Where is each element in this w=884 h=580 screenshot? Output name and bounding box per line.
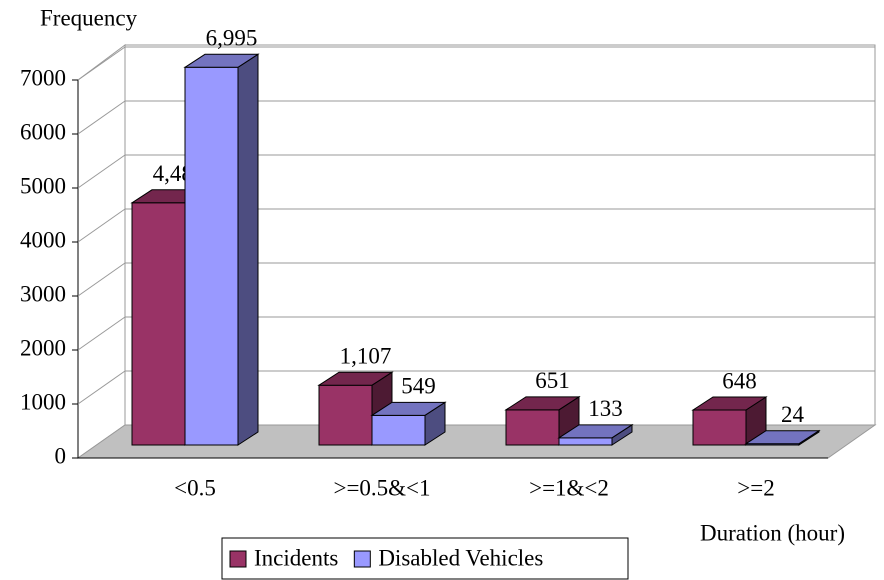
grid-line — [77, 154, 126, 189]
y-tick-label: 4000 — [20, 227, 66, 252]
legend-swatch — [353, 550, 371, 568]
y-axis-title: Frequency — [40, 5, 138, 30]
x-axis-title: Duration (hour) — [700, 520, 845, 545]
y-tick-label: 7000 — [20, 65, 66, 90]
x-tick-label: >=1&<2 — [529, 475, 609, 500]
bar — [318, 384, 373, 446]
legend-label: Incidents — [254, 545, 338, 570]
value-label: 24 — [781, 402, 805, 427]
x-tick-label: >=2 — [737, 475, 774, 500]
grid-line — [77, 316, 126, 351]
legend-label: Disabled Vehicles — [378, 545, 543, 570]
bar-top — [183, 53, 260, 68]
value-label: 1,107 — [340, 344, 392, 369]
bar-top — [317, 371, 394, 386]
grid-line — [77, 100, 126, 135]
bar-top — [557, 424, 634, 439]
grid-line — [77, 262, 126, 297]
legend-swatch — [229, 550, 247, 568]
grid-line — [77, 370, 126, 405]
value-label: 648 — [722, 368, 757, 393]
bar — [131, 202, 186, 446]
bar-top — [370, 401, 447, 416]
bar — [371, 414, 426, 446]
bar-top — [691, 396, 768, 411]
bar-top — [504, 396, 581, 411]
value-label: 651 — [535, 368, 570, 393]
bar-top — [744, 430, 821, 445]
x-tick-label: >=0.5&<1 — [333, 475, 430, 500]
grid-line — [77, 46, 126, 81]
bar-side — [237, 53, 259, 446]
bar — [184, 66, 239, 446]
value-label: 549 — [401, 374, 436, 399]
bar — [692, 409, 747, 446]
value-label: 133 — [588, 396, 623, 421]
value-label: 6,995 — [206, 26, 258, 51]
y-tick-label: 1000 — [20, 389, 66, 414]
y-tick-label: 0 — [55, 443, 67, 468]
bar — [505, 409, 560, 446]
y-tick-label: 5000 — [20, 173, 66, 198]
grid-line — [77, 208, 126, 243]
bar — [558, 437, 613, 446]
y-tick-label: 2000 — [20, 335, 66, 360]
y-tick-label: 6000 — [20, 119, 66, 144]
y-tick-label: 3000 — [20, 281, 66, 306]
x-tick-label: <0.5 — [174, 475, 216, 500]
legend — [221, 537, 629, 580]
side-wall — [77, 44, 126, 459]
